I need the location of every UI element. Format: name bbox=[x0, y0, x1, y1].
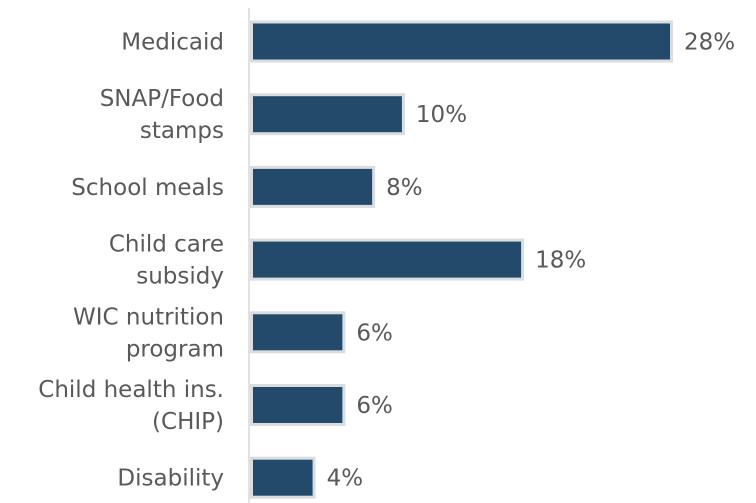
category-label: Child care subsidy bbox=[109, 232, 224, 290]
value-label: 4% bbox=[327, 466, 364, 492]
category-label-line: School meals bbox=[71, 175, 224, 201]
category-label: WIC nutrition program bbox=[73, 304, 224, 362]
category-label-line: (CHIP) bbox=[152, 409, 224, 435]
value-label: 18% bbox=[535, 248, 586, 274]
bar bbox=[253, 387, 343, 423]
category-label-line: Child health ins. bbox=[38, 377, 224, 403]
category-label-line: SNAP/Food bbox=[100, 86, 224, 112]
bar bbox=[253, 168, 373, 205]
bar bbox=[253, 459, 313, 496]
category-label-line: WIC nutrition bbox=[73, 304, 224, 330]
category-label-line: program bbox=[126, 336, 224, 362]
bar bbox=[253, 314, 343, 351]
value-label: 28% bbox=[684, 30, 735, 56]
value-label: 8% bbox=[386, 175, 423, 201]
category-label-line: Child care bbox=[109, 232, 224, 258]
category-label: School meals bbox=[71, 175, 224, 201]
category-label-line: Medicaid bbox=[121, 30, 224, 56]
category-label: SNAP/Food stamps bbox=[100, 86, 224, 144]
category-label: Child health ins. (CHIP) bbox=[38, 377, 224, 435]
bars-layer bbox=[250, 20, 673, 499]
labels-layer: 28% Medicaid 10% SNAP/Food stamps 8% School me… bbox=[38, 30, 735, 492]
bar bbox=[253, 96, 402, 133]
value-label: 6% bbox=[356, 393, 393, 419]
value-label: 10% bbox=[416, 102, 467, 128]
category-label-line: subsidy bbox=[136, 264, 224, 290]
category-label-line: stamps bbox=[140, 118, 224, 144]
category-label: Medicaid bbox=[121, 30, 224, 56]
category-label-line: Disability bbox=[117, 466, 224, 492]
category-label: Disability bbox=[117, 466, 224, 492]
bar bbox=[253, 241, 522, 278]
value-label: 6% bbox=[356, 320, 393, 346]
bar bbox=[253, 23, 670, 60]
